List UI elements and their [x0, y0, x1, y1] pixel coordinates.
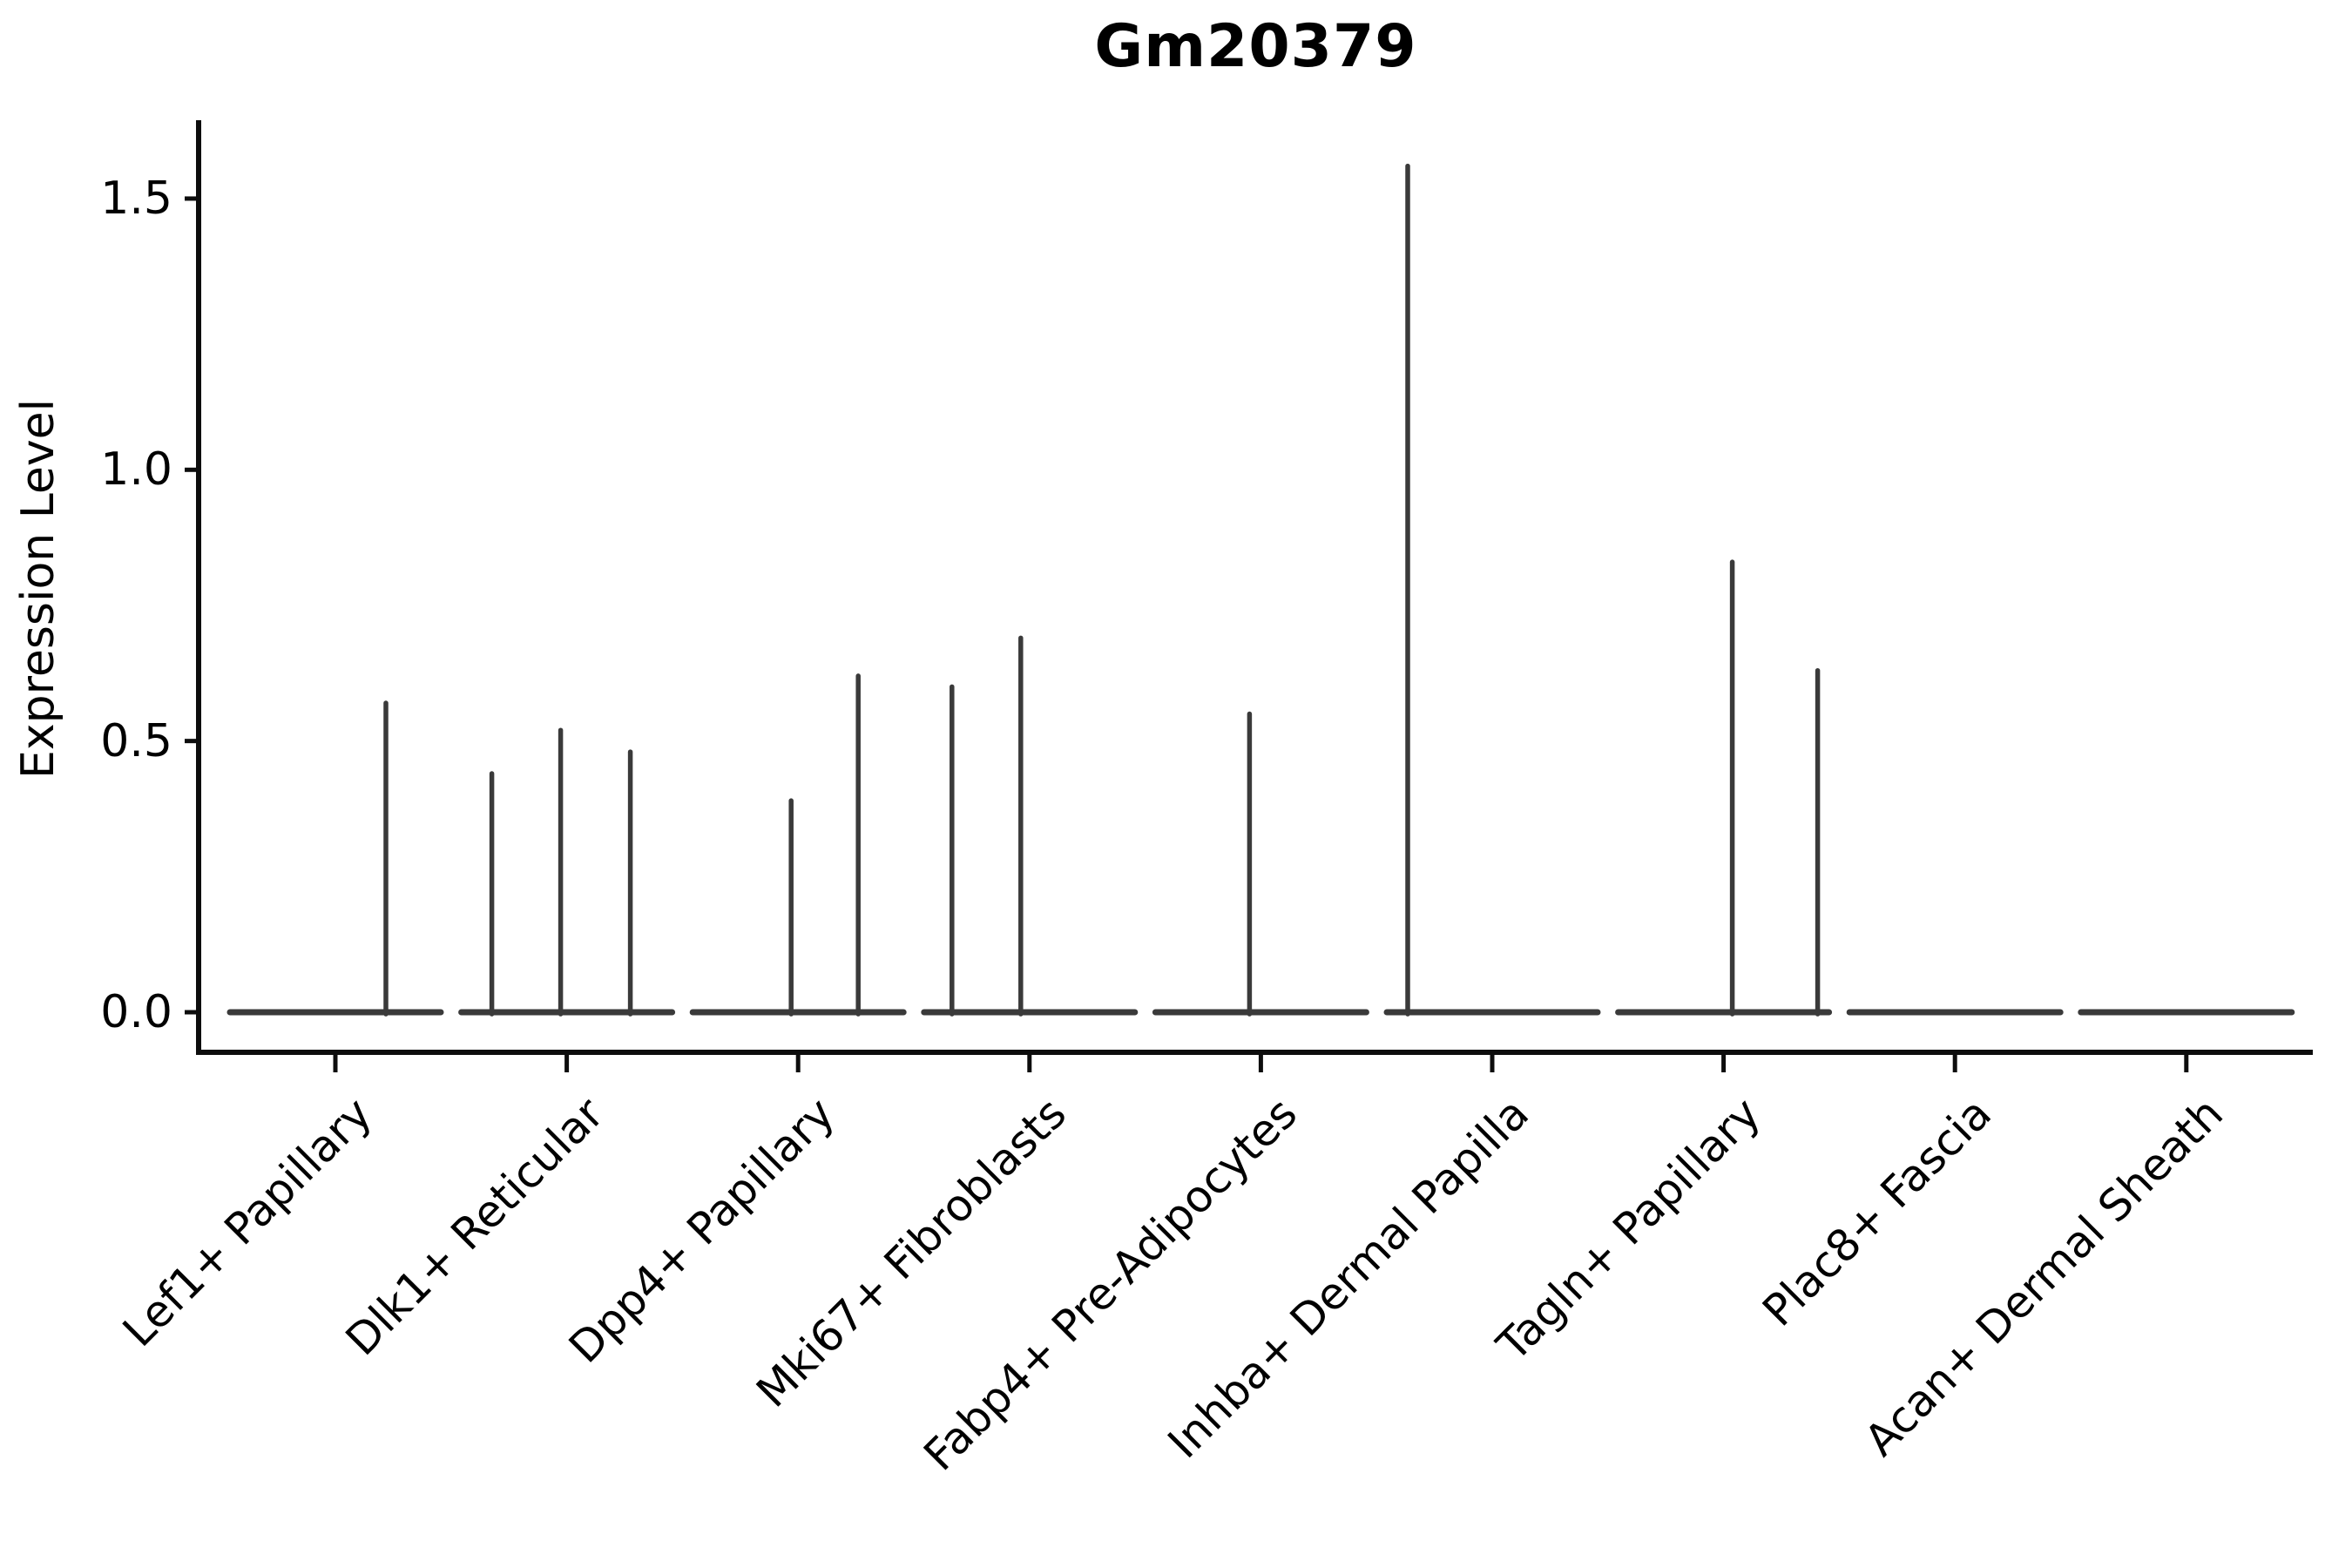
- y-tick-label: 0.0: [100, 986, 172, 1038]
- chart-title: Gm20379: [1094, 12, 1417, 81]
- y-tick-label: 0.5: [100, 714, 172, 767]
- violin: [1383, 163, 1601, 1017]
- violin: [1615, 559, 1833, 1017]
- y-tick-label: 1.0: [100, 443, 172, 497]
- violin: [226, 700, 444, 1017]
- violin: [1152, 711, 1369, 1017]
- violin: [921, 635, 1139, 1017]
- violin: [458, 727, 676, 1017]
- violin: [689, 673, 907, 1017]
- y-tick-label: 1.5: [100, 172, 172, 225]
